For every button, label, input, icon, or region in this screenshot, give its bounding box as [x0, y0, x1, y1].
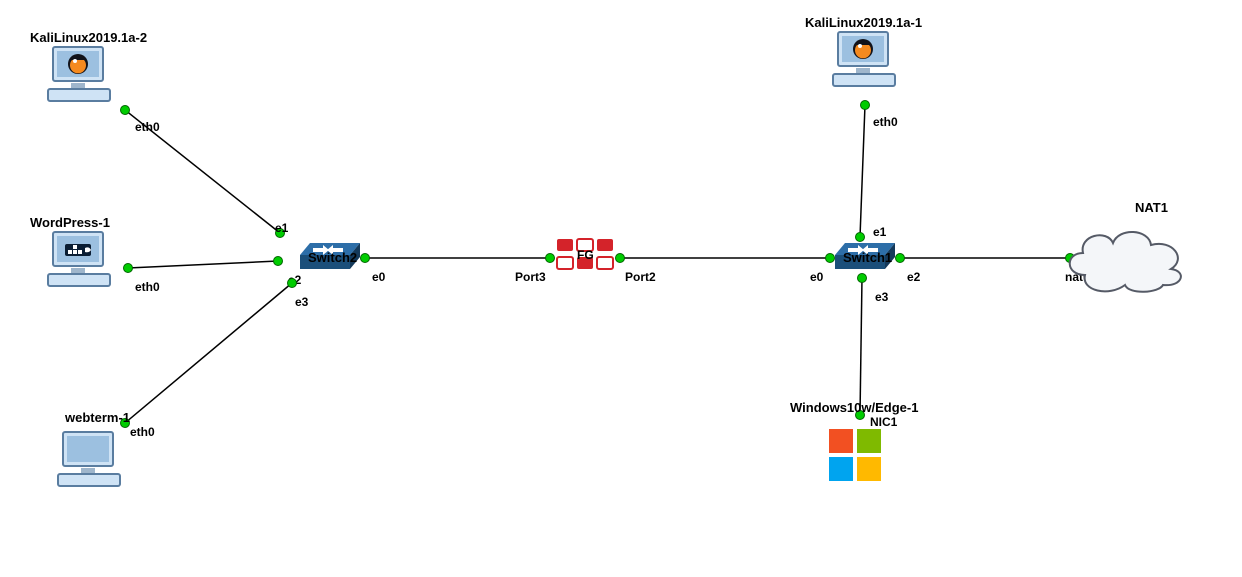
node-win1[interactable]: [825, 425, 885, 485]
port-label: Port2: [625, 270, 656, 284]
topology-canvas: eth0e1eth0e2eth0e3e0Port3Port2e0e1eth0e2…: [0, 0, 1242, 577]
link: [128, 261, 278, 268]
node-kali2[interactable]: [45, 45, 115, 105]
port-label: e3: [875, 290, 888, 304]
port-dot: [287, 278, 297, 288]
port-dot: [545, 253, 555, 263]
node-nat1[interactable]: [1055, 215, 1195, 295]
fortigate-label: FG: [577, 248, 594, 262]
node-label: Switch2: [308, 250, 357, 265]
port-label: e2: [907, 270, 920, 284]
node-label: webterm-1: [65, 410, 130, 425]
node-label: KaliLinux2019.1a-1: [805, 15, 922, 30]
port-label: eth0: [135, 120, 160, 134]
port-dot: [615, 253, 625, 263]
port-dot: [273, 256, 283, 266]
port-label: e0: [372, 270, 385, 284]
port-label: Port3: [515, 270, 546, 284]
link: [860, 105, 865, 237]
node-label: Windows10w/Edge-1: [790, 400, 918, 415]
node-label: Switch1: [843, 250, 892, 265]
node-kali1[interactable]: [830, 30, 900, 90]
port-label: e3: [295, 295, 308, 309]
port-label: e1: [275, 221, 288, 235]
link: [860, 278, 862, 415]
port-label: eth0: [130, 425, 155, 439]
node-label: KaliLinux2019.1a-2: [30, 30, 147, 45]
node-label: WordPress-1: [30, 215, 110, 230]
port-label: e0: [810, 270, 823, 284]
port-label: eth0: [873, 115, 898, 129]
node-wp1[interactable]: [45, 230, 115, 290]
port-dot: [860, 100, 870, 110]
port-dot: [120, 105, 130, 115]
node-web1[interactable]: [55, 430, 125, 490]
node-label: NAT1: [1135, 200, 1168, 215]
port-dot: [123, 263, 133, 273]
link: [125, 283, 292, 423]
port-label: eth0: [135, 280, 160, 294]
